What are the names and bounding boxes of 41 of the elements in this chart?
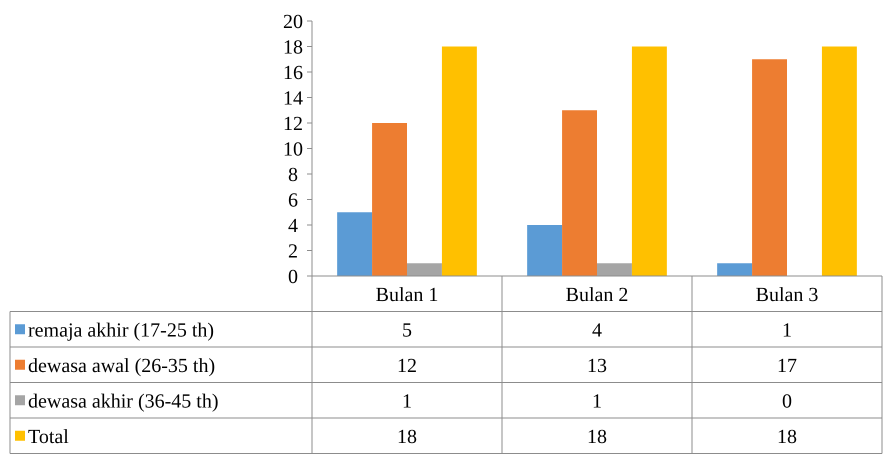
bar: [752, 59, 787, 276]
y-tick-label: 6: [288, 190, 298, 212]
y-tick-label: 10: [283, 138, 303, 160]
x-tick-label: Bulan 3: [756, 284, 818, 306]
data-label: 0: [782, 390, 792, 412]
y-tick-label: 12: [283, 113, 303, 135]
y-tick-label: 16: [283, 62, 303, 84]
y-tick-label: 18: [283, 36, 303, 58]
bar: [372, 123, 407, 276]
y-tick-label: 2: [288, 240, 298, 262]
x-tick-label: Bulan 2: [566, 284, 628, 306]
data-label: 18: [587, 426, 607, 448]
legend-label: dewasa awal (26-35 th): [28, 354, 216, 377]
x-tick-label: Bulan 1: [376, 284, 438, 306]
data-label: 13: [587, 354, 607, 377]
bar: [562, 110, 597, 276]
data-label: 1: [402, 390, 412, 412]
bar: [407, 263, 442, 276]
data-label: 1: [592, 390, 602, 412]
bar: [527, 225, 562, 276]
bar: [337, 212, 372, 276]
data-label: 5: [402, 319, 412, 342]
data-label: 1: [782, 319, 792, 342]
legend-label: Total: [28, 426, 70, 448]
data-label: 18: [397, 426, 417, 448]
legend-label: remaja akhir (17-25 th): [28, 319, 214, 342]
bar: [632, 46, 667, 276]
legend-label: dewasa akhir (36-45 th): [28, 390, 218, 412]
y-tick-label: 8: [288, 164, 298, 186]
bar: [442, 46, 477, 276]
y-tick-label: 4: [288, 215, 298, 237]
data-label: 18: [777, 426, 797, 448]
y-tick-label: 20: [283, 11, 303, 33]
y-tick-label: 0: [288, 266, 298, 288]
data-label: 4: [592, 319, 602, 342]
bar: [822, 46, 857, 276]
y-tick-label: 14: [283, 88, 303, 110]
data-label: 12: [397, 354, 417, 377]
data-label: 17: [777, 354, 797, 377]
bar: [597, 263, 632, 276]
bar: [717, 263, 752, 276]
